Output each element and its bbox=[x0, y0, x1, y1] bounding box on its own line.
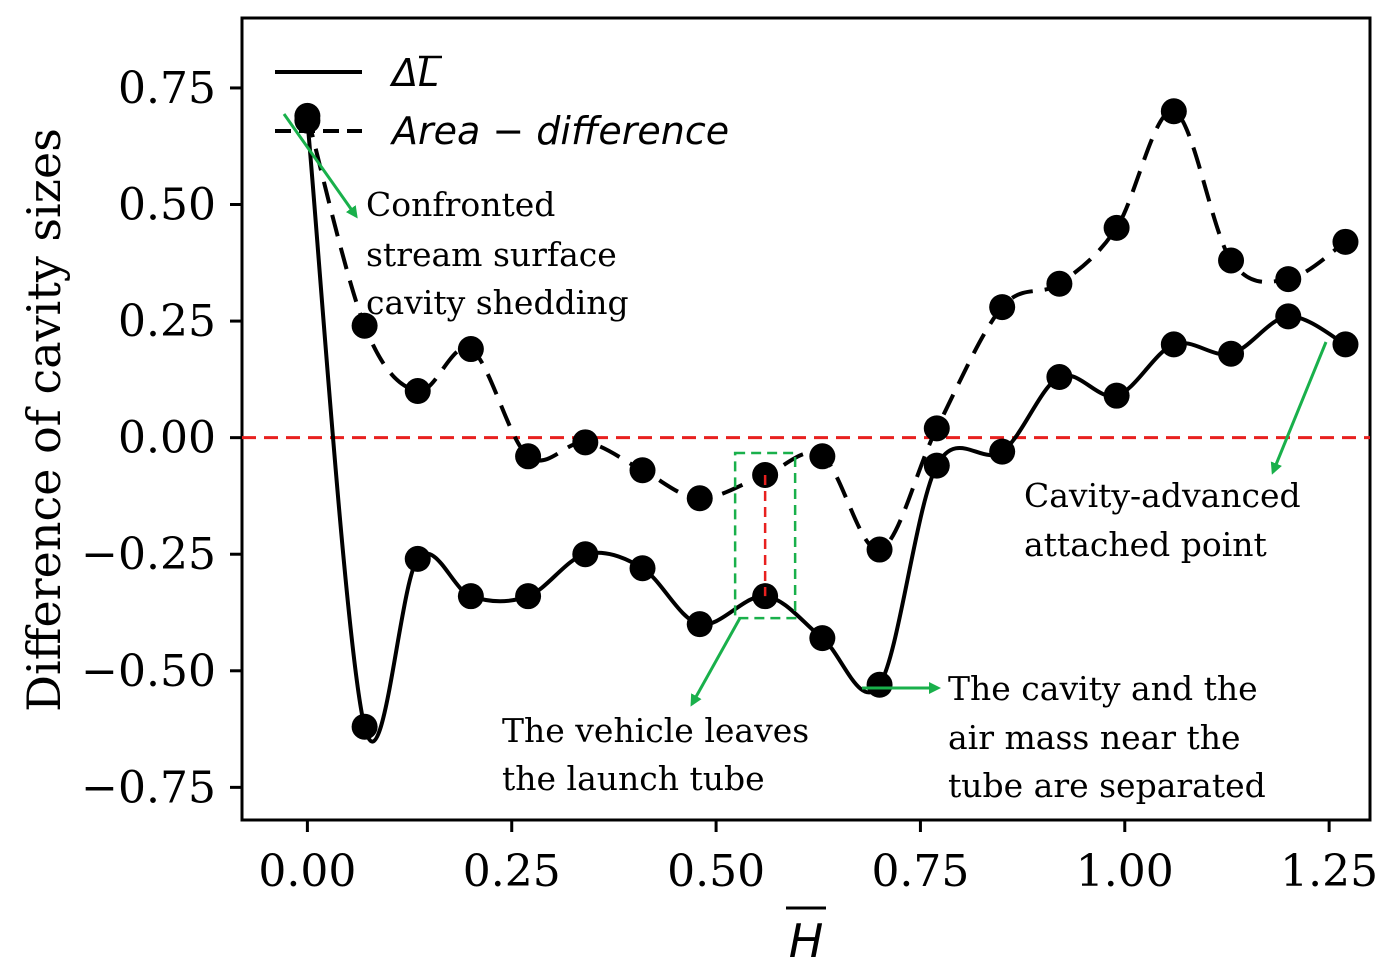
y-tick-label: 0.75 bbox=[118, 63, 216, 114]
area-difference-point bbox=[686, 485, 713, 512]
area-difference-point bbox=[1046, 270, 1073, 297]
delta-l-point bbox=[572, 541, 599, 568]
x-tick-label: 1.00 bbox=[1076, 846, 1174, 897]
delta-l-point bbox=[515, 583, 542, 610]
area-difference-point bbox=[809, 443, 836, 470]
area-difference-point bbox=[1275, 266, 1302, 293]
area-difference-point bbox=[989, 294, 1016, 321]
annotation-separated-line3: tube are separated bbox=[948, 766, 1266, 805]
y-tick-label: 0.50 bbox=[118, 180, 216, 231]
series-layer bbox=[294, 98, 1359, 744]
delta-l-point bbox=[1275, 303, 1302, 330]
area-difference-point bbox=[1103, 214, 1130, 241]
y-axis: 0.75 0.50 0.25 0.00 −0.25 −0.50 −0.75 bbox=[81, 63, 242, 813]
delta-l-point bbox=[923, 452, 950, 479]
y-tick-label: −0.25 bbox=[81, 529, 216, 580]
delta-l-point bbox=[1332, 331, 1359, 358]
area-difference-point bbox=[1332, 228, 1359, 255]
y-tick-label: −0.75 bbox=[81, 762, 216, 813]
series-delta-l-line bbox=[305, 120, 1347, 744]
y-tick-label: 0.25 bbox=[118, 296, 216, 347]
annotation-confronted: Confronted stream surface cavity sheddin… bbox=[282, 113, 629, 322]
annotation-confronted-arrow bbox=[282, 113, 358, 219]
annotation-confronted-line3: cavity shedding bbox=[366, 283, 629, 322]
delta-l-point bbox=[866, 671, 893, 698]
delta-l-point bbox=[1160, 331, 1187, 358]
area-difference-point bbox=[629, 457, 656, 484]
area-difference-point bbox=[457, 336, 484, 363]
area-difference-point bbox=[923, 415, 950, 442]
annotation-vehicle-leaves-arrow bbox=[690, 617, 742, 707]
x-tick-label: 0.25 bbox=[463, 846, 561, 897]
x-axis-label: H bbox=[789, 914, 824, 968]
x-axis: 0.00 0.25 0.50 0.75 1.00 1.25 bbox=[258, 820, 1378, 897]
annotation-vehicle-leaves-line1: The vehicle leaves bbox=[502, 711, 809, 750]
annotation-vehicle-leaves: The vehicle leaves the launch tube bbox=[502, 617, 809, 798]
area-difference-point bbox=[1160, 98, 1187, 125]
y-axis-label: Difference of cavity sizes bbox=[17, 128, 71, 712]
delta-l-point bbox=[351, 713, 378, 740]
delta-l-point bbox=[1218, 340, 1245, 367]
delta-l-point bbox=[629, 555, 656, 582]
x-tick-label: 0.00 bbox=[258, 846, 356, 897]
delta-l-point bbox=[1103, 382, 1130, 409]
y-tick-label: 0.00 bbox=[118, 413, 216, 464]
annotation-cavity-advanced-arrow bbox=[1270, 341, 1328, 475]
annotation-confronted-line2: stream surface bbox=[366, 235, 617, 274]
area-difference-point bbox=[866, 536, 893, 563]
x-tick-label: 1.25 bbox=[1280, 846, 1378, 897]
area-difference-point bbox=[294, 102, 321, 129]
annotation-cavity-advanced-line2: attached point bbox=[1024, 525, 1267, 564]
annotation-cavity-advanced-line1: Cavity-advanced bbox=[1024, 476, 1301, 515]
annotation-separated: The cavity and the air mass near the tub… bbox=[862, 669, 1266, 805]
annotation-vehicle-leaves-line2: the launch tube bbox=[502, 759, 765, 798]
legend-dashed-label: Area − difference bbox=[389, 109, 729, 153]
legend: ΔL Area − difference bbox=[275, 51, 729, 153]
annotation-separated-line2: air mass near the bbox=[948, 718, 1241, 757]
area-difference-point bbox=[515, 443, 542, 470]
x-tick-label: 0.50 bbox=[667, 846, 765, 897]
plot-frame bbox=[240, 16, 1372, 822]
delta-l-point bbox=[404, 545, 431, 572]
area-difference-point bbox=[1218, 247, 1245, 274]
annotation-cavity-advanced: Cavity-advanced attached point bbox=[1024, 341, 1328, 564]
delta-l-point bbox=[809, 625, 836, 652]
delta-l-point bbox=[457, 583, 484, 610]
y-tick-label: −0.50 bbox=[81, 646, 216, 697]
area-difference-point bbox=[351, 312, 378, 339]
delta-l-point bbox=[989, 438, 1016, 465]
delta-l-point bbox=[1046, 364, 1073, 391]
area-difference-point bbox=[572, 429, 599, 456]
delta-l-point bbox=[686, 611, 713, 638]
annotation-confronted-line1: Confronted bbox=[366, 185, 555, 224]
annotation-separated-line1: The cavity and the bbox=[948, 669, 1258, 708]
legend-solid-label: ΔL bbox=[389, 51, 439, 95]
x-tick-label: 0.75 bbox=[871, 846, 969, 897]
area-difference-point bbox=[404, 378, 431, 405]
